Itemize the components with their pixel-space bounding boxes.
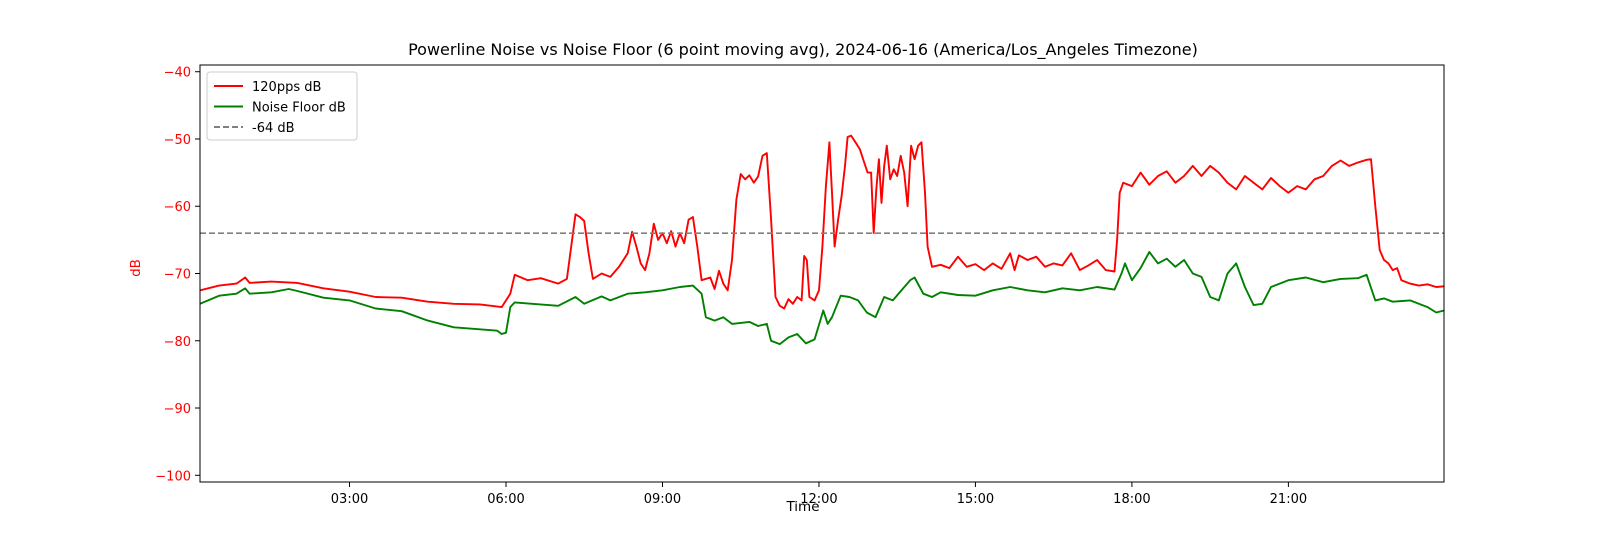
chart-title: Powerline Noise vs Noise Floor (6 point … <box>408 40 1198 60</box>
x-tick-label: 21:00 <box>1270 492 1307 507</box>
x-tick-label: 03:00 <box>331 492 368 507</box>
y-tick-label: −80 <box>164 335 191 350</box>
y-tick-label: −50 <box>164 133 191 148</box>
x-tick-label: 09:00 <box>644 492 681 507</box>
y-tick-label: −60 <box>164 200 191 215</box>
x-tick-label: 18:00 <box>1113 492 1150 507</box>
x-tick-label: 15:00 <box>957 492 994 507</box>
plot-frame <box>199 64 1445 483</box>
series-line-2 <box>200 251 1444 346</box>
legend: 120pps dB Noise Floor dB -64 dB <box>206 71 358 141</box>
x-tick-label: 12:00 <box>800 492 837 507</box>
y-axis-label: dB <box>128 259 144 277</box>
axes: 03:00 06:00 09:00 12:00 15:00 18:00 21:00 −40 −5… <box>155 64 1445 507</box>
y-tick-label: −40 <box>164 66 191 81</box>
legend-label: Noise Floor dB <box>252 101 346 116</box>
x-tick-label: 06:00 <box>487 492 524 507</box>
plot-area <box>200 134 1444 346</box>
y-tick-label: −70 <box>164 268 191 283</box>
y-tick-label: −90 <box>164 402 191 417</box>
y-tick-label: −100 <box>155 469 191 484</box>
series-line-1 <box>200 134 1444 310</box>
legend-box <box>206 71 358 141</box>
x-axis-label: Time <box>785 499 819 515</box>
legend-label: 120pps dB <box>252 80 321 95</box>
legend-label: -64 dB <box>252 121 295 136</box>
